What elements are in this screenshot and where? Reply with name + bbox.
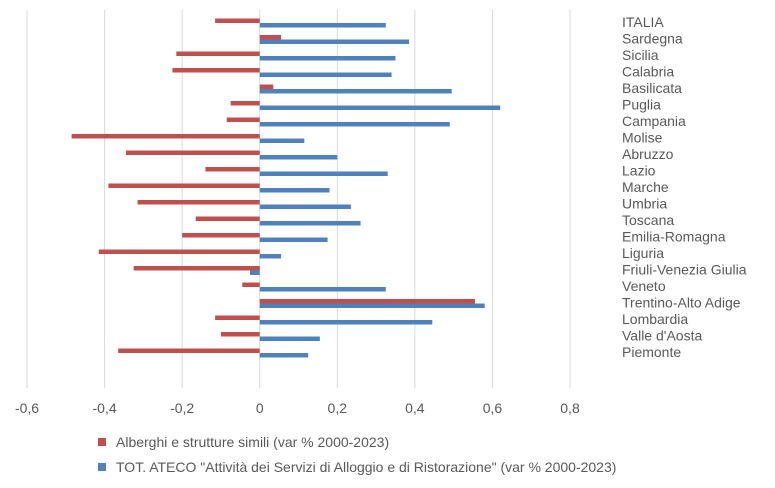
category-label: Sicilia xyxy=(622,47,659,63)
bar-alberghi xyxy=(195,216,260,221)
bar-totale-ateco xyxy=(259,237,328,242)
bar-alberghi xyxy=(133,266,260,271)
bar-chart: ITALIASardegnaSiciliaCalabriaBasilicataP… xyxy=(15,10,747,416)
bar-alberghi xyxy=(259,84,274,89)
legend-item-alberghi: Alberghi e strutture simili (var % 2000-… xyxy=(98,434,389,450)
legend-item-totale-ateco: TOT. ATECO "Attività dei Servizi di Allo… xyxy=(98,459,616,475)
x-tick-label: 0,8 xyxy=(560,400,580,416)
bar-totale-ateco xyxy=(259,39,410,44)
category-labels: ITALIASardegnaSiciliaCalabriaBasilicataP… xyxy=(622,14,747,360)
category-label: Friuli-Venezia Giulia xyxy=(622,262,747,278)
category-label: ITALIA xyxy=(622,14,664,30)
bar-totale-ateco xyxy=(259,23,386,28)
x-tick-label: 0,4 xyxy=(405,400,425,416)
x-tick-label: 0 xyxy=(256,400,264,416)
category-label: Toscana xyxy=(622,212,674,228)
category-label: Piemonte xyxy=(622,344,681,360)
bar-alberghi xyxy=(259,299,475,304)
bar-alberghi xyxy=(215,315,260,320)
x-tick-labels: -0,6 -0,4 -0,2 0 0,2 0,4 0,6 0,8 xyxy=(15,400,580,416)
category-label: Basilicata xyxy=(622,80,682,96)
bar-alberghi xyxy=(215,18,260,23)
category-label: Calabria xyxy=(622,64,674,80)
bar-totale-ateco xyxy=(259,188,330,193)
bar-alberghi xyxy=(108,183,260,188)
x-tick-label: 0,6 xyxy=(483,400,503,416)
category-label: Veneto xyxy=(622,278,666,294)
bar-alberghi xyxy=(71,134,260,139)
bar-totale-ateco xyxy=(259,122,450,127)
category-label: Valle d'Aosta xyxy=(622,328,702,344)
category-label: Molise xyxy=(622,130,663,146)
bar-totale-ateco xyxy=(259,72,392,77)
bar-alberghi xyxy=(230,101,260,106)
bar-alberghi xyxy=(259,35,282,40)
bar-alberghi xyxy=(98,249,260,254)
bar-totale-ateco xyxy=(259,254,282,259)
category-label: Campania xyxy=(622,113,686,129)
x-tick-label: -0,4 xyxy=(93,400,117,416)
bar-alberghi xyxy=(205,167,260,172)
bar-alberghi xyxy=(220,332,260,337)
bar-totale-ateco xyxy=(250,270,260,275)
bar-alberghi xyxy=(176,51,260,56)
category-label: Lombardia xyxy=(622,311,688,327)
bar-alberghi xyxy=(118,348,260,353)
bar-totale-ateco xyxy=(259,171,388,176)
category-label: Abruzzo xyxy=(622,146,674,162)
category-label: Lazio xyxy=(622,163,656,179)
category-label: Liguria xyxy=(622,245,664,261)
x-tick-label: 0,2 xyxy=(328,400,348,416)
legend-swatch-red xyxy=(98,438,106,446)
category-label: Marche xyxy=(622,179,669,195)
bar-totale-ateco xyxy=(259,155,338,160)
bar-totale-ateco xyxy=(259,353,309,358)
bar-totale-ateco xyxy=(259,287,386,292)
bar-alberghi xyxy=(242,282,260,287)
bar-totale-ateco xyxy=(259,89,452,94)
category-label: Umbria xyxy=(622,196,667,212)
bar-totale-ateco xyxy=(259,105,501,110)
legend-label-alberghi: Alberghi e strutture simili (var % 2000-… xyxy=(116,434,390,450)
bar-alberghi xyxy=(137,200,260,205)
bar-totale-ateco xyxy=(259,336,320,341)
category-label: Trentino-Alto Adige xyxy=(622,295,741,311)
category-label: Puglia xyxy=(622,97,661,113)
bar-totale-ateco xyxy=(259,204,351,209)
bar-totale-ateco xyxy=(259,320,433,325)
legend-swatch-blue xyxy=(98,463,106,471)
bar-totale-ateco xyxy=(259,138,305,143)
bar-alberghi xyxy=(226,117,260,122)
bar-alberghi xyxy=(182,233,260,238)
category-label: Emilia-Romagna xyxy=(622,229,726,245)
x-tick-label: -0,2 xyxy=(170,400,194,416)
category-label: Sardegna xyxy=(622,31,683,47)
legend-label-totale-ateco: TOT. ATECO "Attività dei Servizi di Allo… xyxy=(116,459,617,475)
bar-totale-ateco xyxy=(259,303,485,308)
x-tick-label: -0,6 xyxy=(15,400,39,416)
bar-alberghi xyxy=(172,68,260,73)
gridlines xyxy=(26,10,571,388)
bar-alberghi xyxy=(125,150,260,155)
bars xyxy=(71,18,501,358)
bar-totale-ateco xyxy=(259,56,396,61)
bar-totale-ateco xyxy=(259,221,361,226)
